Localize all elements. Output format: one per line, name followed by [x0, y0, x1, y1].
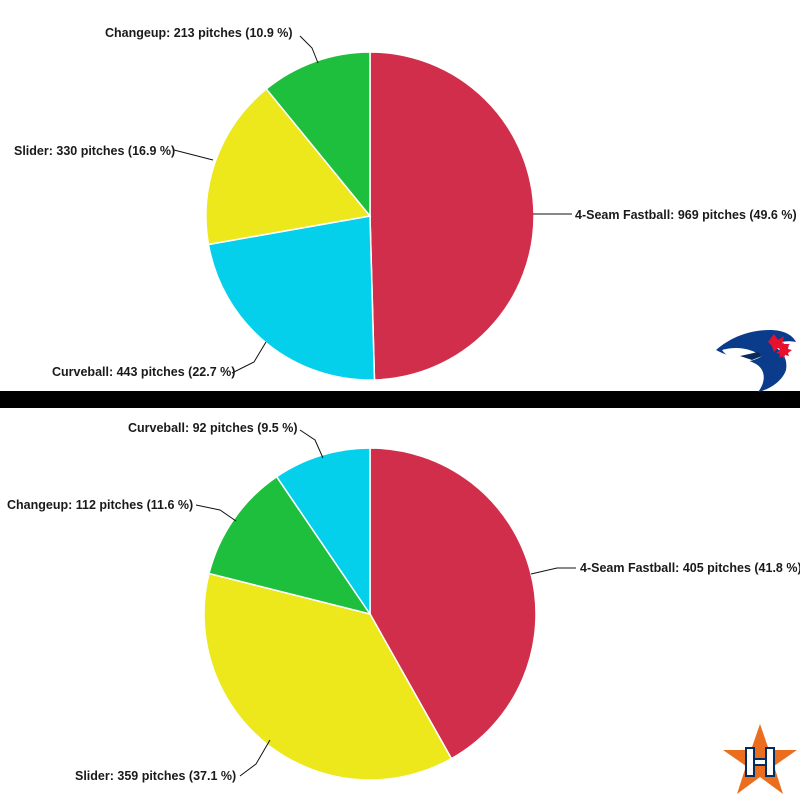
leader-line-four-seam-fastball [530, 567, 576, 575]
slice-label-slider: Slider: 359 pitches (37.1 %) [75, 769, 236, 783]
pie-slice-four-seam-fastball [369, 51, 535, 381]
pie-chart-top: 4-Seam Fastball: 969 pitches (49.6 %) Cur… [14, 26, 797, 381]
leader-line-curveball [231, 341, 267, 374]
leader-line-changeup [195, 504, 237, 522]
leader-line-curveball [299, 429, 324, 459]
pie-chart-bottom: 4-Seam Fastball: 405 pitches (41.8 %) Sli… [7, 421, 800, 783]
leader-line-slider [173, 149, 214, 161]
pie-slice-changeup [208, 475, 372, 616]
leader-line-slider [239, 739, 271, 777]
slice-label-curveball: Curveball: 443 pitches (22.7 %) [52, 365, 235, 379]
slice-label-curveball: Curveball: 92 pitches (9.5 %) [128, 421, 298, 435]
pie-slice-slider [203, 572, 453, 781]
pie-slice-slider [205, 87, 372, 246]
slice-label-slider: Slider: 330 pitches (16.9 %) [14, 144, 175, 158]
blue-jay-logo [716, 330, 796, 392]
pie-slice-curveball [275, 447, 371, 617]
pie-slice-curveball [207, 215, 376, 381]
slice-label-four-seam-fastball: 4-Seam Fastball: 405 pitches (41.8 %) [580, 561, 800, 575]
astros-star-logo [723, 724, 797, 794]
section-divider [0, 391, 800, 408]
pie-slice-four-seam-fastball [369, 447, 537, 760]
leader-line-changeup [299, 35, 319, 64]
slice-label-changeup: Changeup: 112 pitches (11.6 %) [7, 498, 193, 512]
slice-label-four-seam-fastball: 4-Seam Fastball: 969 pitches (49.6 %) [575, 208, 797, 222]
pie-slice-changeup [265, 51, 371, 219]
slice-label-changeup: Changeup: 213 pitches (10.9 %) [105, 26, 293, 40]
